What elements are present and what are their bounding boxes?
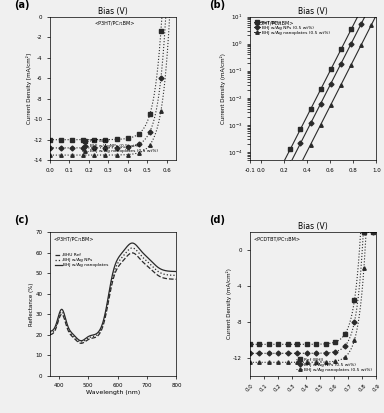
Legend: Ref (BHJ), BHJ w/AgNPs (0.5 wt%), BHJ w/Ag nanoplates (0.5 wt%): Ref (BHJ), BHJ w/AgNPs (0.5 wt%), BHJ w/… bbox=[80, 138, 159, 155]
Y-axis label: Current Density (mA/cm²): Current Density (mA/cm²) bbox=[226, 268, 232, 339]
Text: (b): (b) bbox=[209, 0, 225, 10]
Y-axis label: Reflectance (%): Reflectance (%) bbox=[29, 282, 34, 326]
Title: Bias (V): Bias (V) bbox=[298, 222, 328, 231]
Y-axis label: Current Density (mA/cm²): Current Density (mA/cm²) bbox=[220, 53, 226, 124]
Legend: Ref (BHJ), BHJ w/Ag NPs (0.5 wt%), BHJ w/Ag nanoplates (0.5 wt%): Ref (BHJ), BHJ w/Ag NPs (0.5 wt%), BHJ w… bbox=[295, 356, 374, 374]
Legend: BHU Ref, BHJ w/Ag NPs, BHJ w/Ag nanoplates: BHU Ref, BHJ w/Ag NPs, BHJ w/Ag nanoplat… bbox=[53, 252, 110, 269]
Text: (c): (c) bbox=[15, 216, 29, 225]
Text: (d): (d) bbox=[209, 216, 225, 225]
Text: <P3HT/PC₇₁BM>: <P3HT/PC₇₁BM> bbox=[94, 21, 134, 26]
X-axis label: Wavelength (nm): Wavelength (nm) bbox=[86, 390, 140, 395]
Legend: Ref (BHJ), BHJ w/Ag NPs (0.5 wt%), BHJ w/Ag nanoplates (0.5 wt%): Ref (BHJ), BHJ w/Ag NPs (0.5 wt%), BHJ w… bbox=[252, 19, 332, 36]
Title: Bias (V): Bias (V) bbox=[98, 7, 128, 16]
Text: (a): (a) bbox=[15, 0, 30, 10]
Text: <P3HT/PC₇₁BM>: <P3HT/PC₇₁BM> bbox=[253, 21, 294, 26]
Text: <PCDTBT/PC₇₁BM>: <PCDTBT/PC₇₁BM> bbox=[253, 236, 301, 242]
Text: <P3HT/PC₇₁BM>: <P3HT/PC₇₁BM> bbox=[54, 236, 94, 242]
Title: Bias (V): Bias (V) bbox=[298, 7, 328, 16]
Y-axis label: Current Density [mA/cm²]: Current Density [mA/cm²] bbox=[26, 53, 32, 124]
